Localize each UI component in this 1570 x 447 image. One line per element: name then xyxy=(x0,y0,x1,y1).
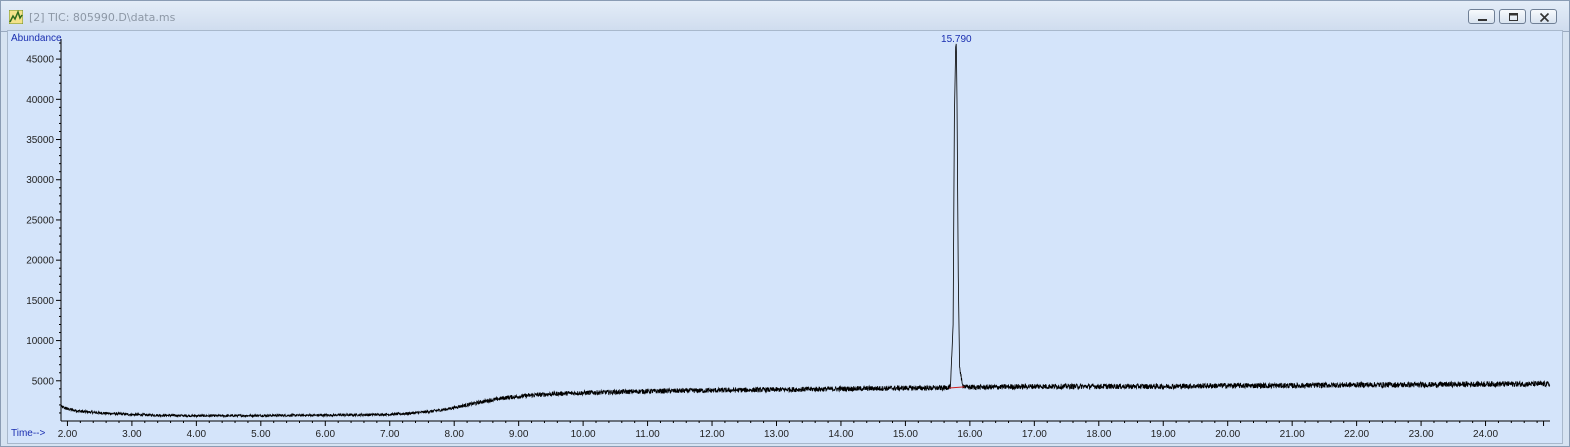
x-axis-label: Time--> xyxy=(11,428,46,439)
restore-icon xyxy=(1509,13,1518,21)
minimize-icon xyxy=(1478,19,1487,21)
x-tick-label: 15.00 xyxy=(893,429,918,440)
restore-button[interactable] xyxy=(1499,9,1526,24)
x-tick-label: 16.00 xyxy=(957,429,982,440)
x-tick-label: 22.00 xyxy=(1344,429,1369,440)
window-title: [2] TIC: 805990.D\data.ms xyxy=(29,11,176,24)
x-tick-label: 23.00 xyxy=(1409,429,1434,440)
y-tick-label: 40000 xyxy=(26,95,54,106)
y-tick-label: 10000 xyxy=(26,336,54,347)
x-tick-label: 7.00 xyxy=(380,429,400,440)
close-icon xyxy=(1539,12,1550,23)
y-tick-label: 20000 xyxy=(26,256,54,267)
x-tick-label: 11.00 xyxy=(635,429,660,440)
window-titlebar[interactable]: [2] TIC: 805990.D\data.ms xyxy=(1,1,1569,32)
x-tick-label: 21.00 xyxy=(1280,429,1305,440)
x-tick-label: 4.00 xyxy=(187,429,207,440)
x-tick-label: 20.00 xyxy=(1215,429,1240,440)
x-tick-label: 3.00 xyxy=(122,429,142,440)
y-tick-label: 45000 xyxy=(26,55,54,66)
y-axis-label: Abundance xyxy=(11,33,62,44)
chart-area: 5000 10000 15000 20000 25000 30000 35000 40000 4… xyxy=(7,30,1563,444)
x-tick-label: 19.00 xyxy=(1151,429,1176,440)
x-tick-label: 14.00 xyxy=(828,429,853,440)
x-tick-label: 13.00 xyxy=(764,429,789,440)
x-tick-label: 24.00 xyxy=(1473,429,1498,440)
y-tick-label: 5000 xyxy=(32,376,55,387)
x-tick-label: 9.00 xyxy=(509,429,529,440)
x-tick-label: 18.00 xyxy=(1086,429,1111,440)
y-tick-label: 25000 xyxy=(26,215,54,226)
x-tick-label: 5.00 xyxy=(251,429,271,440)
chromatogram-chart: 5000 10000 15000 20000 25000 30000 35000 40000 4… xyxy=(11,33,1551,440)
series-line xyxy=(60,43,1551,419)
y-tick-label: 35000 xyxy=(26,135,54,146)
x-tick-label: 17.00 xyxy=(1022,429,1047,440)
peak-baseline-marker xyxy=(949,386,965,389)
y-tick-label: 15000 xyxy=(26,296,54,307)
x-tick-label: 12.00 xyxy=(700,429,725,440)
x-tick-label: 2.00 xyxy=(58,429,78,440)
peak-label: 15.790 xyxy=(941,34,972,45)
x-tick-label: 10.00 xyxy=(571,429,596,440)
x-tick-label: 8.00 xyxy=(444,429,464,440)
x-tick-label: 6.00 xyxy=(316,429,336,440)
y-tick-label: 30000 xyxy=(26,175,54,186)
minimize-button[interactable] xyxy=(1468,9,1495,24)
chromatogram-app-icon xyxy=(9,10,23,24)
close-button[interactable] xyxy=(1530,9,1557,24)
